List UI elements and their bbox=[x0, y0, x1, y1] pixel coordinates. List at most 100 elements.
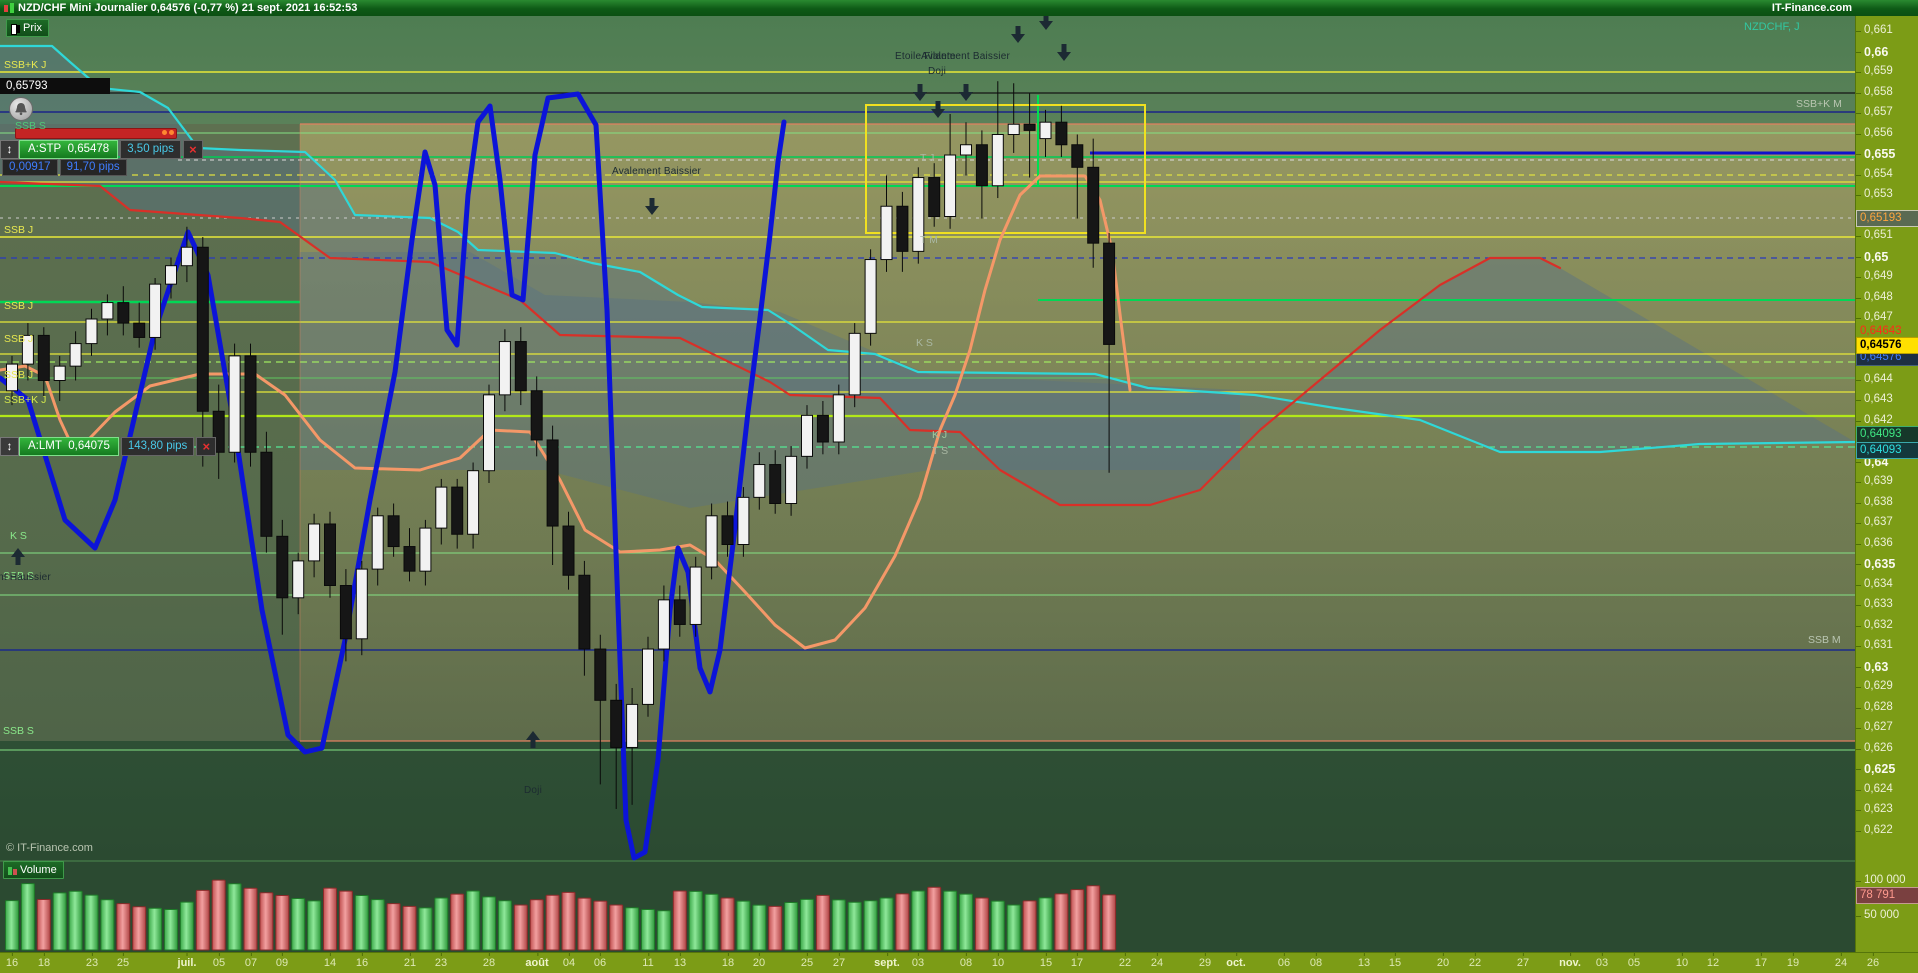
volume-bar[interactable] bbox=[863, 900, 878, 951]
candle-body[interactable] bbox=[546, 439, 559, 527]
volume-bar[interactable] bbox=[52, 892, 67, 951]
candle-body[interactable] bbox=[355, 568, 368, 640]
volume-bar[interactable] bbox=[402, 905, 417, 951]
volume-bar[interactable] bbox=[847, 901, 862, 951]
candle-body[interactable] bbox=[212, 410, 225, 453]
volume-bar[interactable] bbox=[434, 897, 449, 951]
volume-bar[interactable] bbox=[800, 898, 814, 951]
volume-bar[interactable] bbox=[386, 903, 401, 951]
candle-body[interactable] bbox=[610, 699, 623, 748]
volume-bar[interactable] bbox=[959, 893, 973, 951]
candle-body[interactable] bbox=[244, 355, 257, 453]
volume-bar[interactable] bbox=[529, 899, 544, 951]
volume-bar[interactable] bbox=[609, 904, 624, 951]
volume-bar[interactable] bbox=[513, 904, 528, 951]
candle-body[interactable] bbox=[6, 363, 18, 392]
volume-bar[interactable] bbox=[36, 898, 51, 951]
volume-bar[interactable] bbox=[625, 907, 640, 951]
volume-bar[interactable] bbox=[1070, 889, 1085, 951]
candle-body[interactable] bbox=[451, 486, 464, 535]
candle-body[interactable] bbox=[514, 341, 527, 392]
candle-body[interactable] bbox=[689, 566, 702, 625]
candle-body[interactable] bbox=[1055, 121, 1068, 146]
candle-body[interactable] bbox=[1023, 123, 1036, 131]
candle-body[interactable] bbox=[37, 334, 50, 381]
drag-handle-icon[interactable]: ↕ bbox=[0, 437, 19, 456]
candle-body[interactable] bbox=[467, 470, 480, 535]
candle-body[interactable] bbox=[483, 394, 495, 472]
candle-body[interactable] bbox=[1007, 123, 1020, 135]
candle-body[interactable] bbox=[880, 205, 893, 261]
candle-body[interactable] bbox=[498, 341, 511, 396]
volume-bar[interactable] bbox=[943, 890, 958, 951]
volume-bar[interactable] bbox=[148, 907, 163, 951]
candle-body[interactable] bbox=[816, 414, 829, 443]
volume-bar[interactable] bbox=[927, 886, 942, 951]
candle-body[interactable] bbox=[1039, 121, 1052, 140]
candle-body[interactable] bbox=[991, 134, 1004, 187]
volume-bar[interactable] bbox=[990, 900, 1005, 951]
volume-bar[interactable] bbox=[720, 897, 735, 951]
axis-tag-tenkan[interactable]: 0,64093 bbox=[1856, 442, 1918, 459]
candle-body[interactable] bbox=[180, 246, 193, 267]
drag-handle-icon[interactable]: ↕ bbox=[0, 140, 19, 159]
candle-body[interactable] bbox=[801, 414, 813, 457]
volume-bar[interactable] bbox=[656, 910, 671, 951]
volume-bar[interactable] bbox=[752, 904, 767, 951]
volume-bar[interactable] bbox=[1102, 894, 1117, 951]
chart-canvas[interactable] bbox=[0, 0, 1855, 952]
candle-body[interactable] bbox=[196, 246, 209, 412]
candle-body[interactable] bbox=[228, 355, 241, 453]
volume-panel-chip[interactable]: Volume bbox=[3, 861, 64, 879]
candle-body[interactable] bbox=[403, 546, 416, 572]
volume-bar[interactable] bbox=[974, 897, 989, 951]
volume-bar[interactable] bbox=[784, 902, 799, 951]
volume-bar[interactable] bbox=[195, 889, 210, 951]
volume-bar[interactable] bbox=[497, 900, 512, 951]
stop-order-close-button[interactable]: × bbox=[182, 140, 203, 159]
candle-body[interactable] bbox=[133, 322, 146, 338]
candle-body[interactable] bbox=[912, 177, 925, 252]
volume-bar[interactable] bbox=[1038, 897, 1053, 951]
stop-order-tag[interactable]: ↕ A:STP 0,65478 3,50 pips × bbox=[0, 140, 203, 159]
volume-bar[interactable] bbox=[561, 891, 576, 951]
volume-bar[interactable] bbox=[291, 897, 306, 951]
volume-bar[interactable] bbox=[577, 897, 592, 951]
volume-bar[interactable] bbox=[5, 900, 19, 951]
volume-bar[interactable] bbox=[911, 890, 926, 951]
brand-link[interactable]: IT-Finance.com bbox=[1771, 2, 1852, 14]
pattern-highlight-box[interactable] bbox=[865, 104, 1146, 234]
price-panel-chip[interactable]: Prix bbox=[6, 19, 49, 37]
volume-bar[interactable] bbox=[672, 890, 687, 951]
volume-bar[interactable] bbox=[895, 893, 910, 951]
candle-body[interactable] bbox=[626, 703, 639, 748]
volume-bar[interactable] bbox=[227, 883, 242, 951]
alert-price-tag[interactable]: 0,65793 bbox=[0, 78, 110, 94]
volume-bar[interactable] bbox=[243, 887, 258, 951]
candle-body[interactable] bbox=[149, 283, 162, 338]
candle-body[interactable] bbox=[594, 648, 607, 701]
candle-body[interactable] bbox=[944, 154, 957, 217]
volume-bar[interactable] bbox=[466, 890, 481, 951]
candle-body[interactable] bbox=[960, 144, 972, 156]
candle-body[interactable] bbox=[1087, 166, 1100, 244]
volume-bar[interactable] bbox=[275, 894, 290, 951]
date-axis[interactable]: 16 18 23 25 juil. 05 07 09 14 16 21 23 28 août 04 06 11 1… bbox=[0, 952, 1918, 973]
volume-bar[interactable] bbox=[132, 906, 147, 951]
axis-tag-last[interactable]: 0,64576 bbox=[1856, 337, 1918, 354]
volume-bar[interactable] bbox=[1086, 885, 1101, 951]
candle-body[interactable] bbox=[85, 318, 98, 345]
candle-body[interactable] bbox=[737, 496, 750, 546]
candle-body[interactable] bbox=[1103, 242, 1116, 345]
volume-bar[interactable] bbox=[815, 894, 830, 951]
candle-body[interactable] bbox=[260, 451, 273, 537]
volume-bar[interactable] bbox=[736, 900, 751, 951]
candle-body[interactable] bbox=[705, 515, 718, 568]
candle-body[interactable] bbox=[530, 390, 543, 441]
volume-bar[interactable] bbox=[211, 879, 226, 951]
candle-body[interactable] bbox=[101, 302, 114, 320]
axis-tag-volume[interactable]: 78 791 bbox=[1856, 887, 1918, 904]
volume-bar[interactable] bbox=[338, 890, 353, 951]
candle-body[interactable] bbox=[657, 599, 670, 650]
candle-body[interactable] bbox=[292, 560, 305, 599]
